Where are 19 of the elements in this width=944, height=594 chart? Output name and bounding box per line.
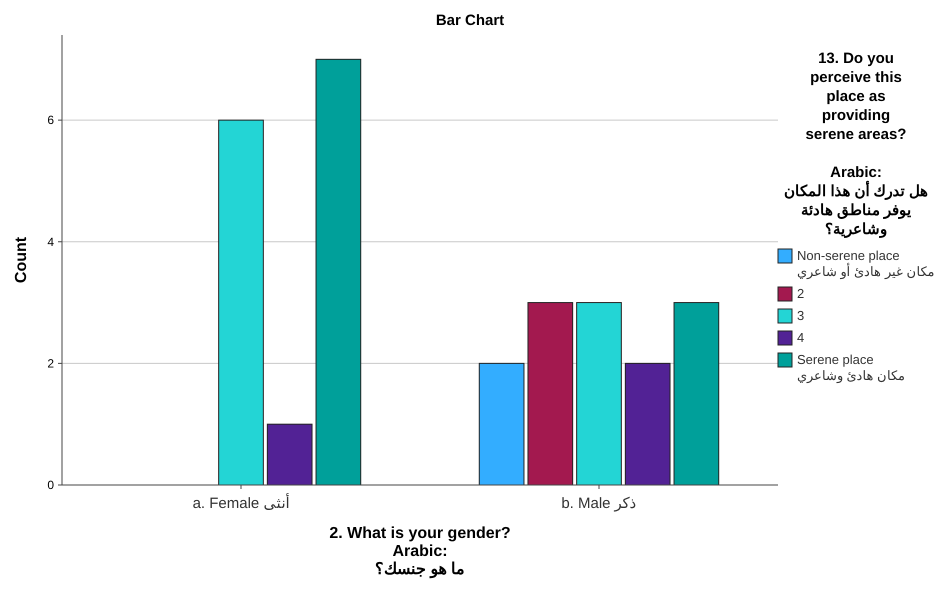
y-tick-label: 4	[47, 234, 54, 249]
legend-label: 2	[797, 286, 804, 301]
x-tick-label: a. Female أنثى	[192, 493, 290, 512]
bar	[316, 58, 362, 486]
bar	[527, 302, 574, 486]
legend-label: 3	[797, 308, 804, 323]
bar	[478, 362, 524, 486]
bar	[674, 302, 720, 486]
bar	[218, 120, 264, 486]
bar	[624, 362, 671, 486]
y-tick-label: 0	[47, 478, 54, 492]
bar	[266, 424, 313, 486]
y-tick-label: 2	[47, 356, 54, 370]
bar	[576, 302, 622, 486]
chart-title: Bar Chart	[436, 12, 504, 29]
x-tick-label: b. Male ذكر	[561, 495, 637, 512]
y-tick-label: 6	[47, 113, 54, 128]
y-axis-title: Count	[13, 236, 30, 284]
legend-label: 4	[797, 330, 804, 345]
